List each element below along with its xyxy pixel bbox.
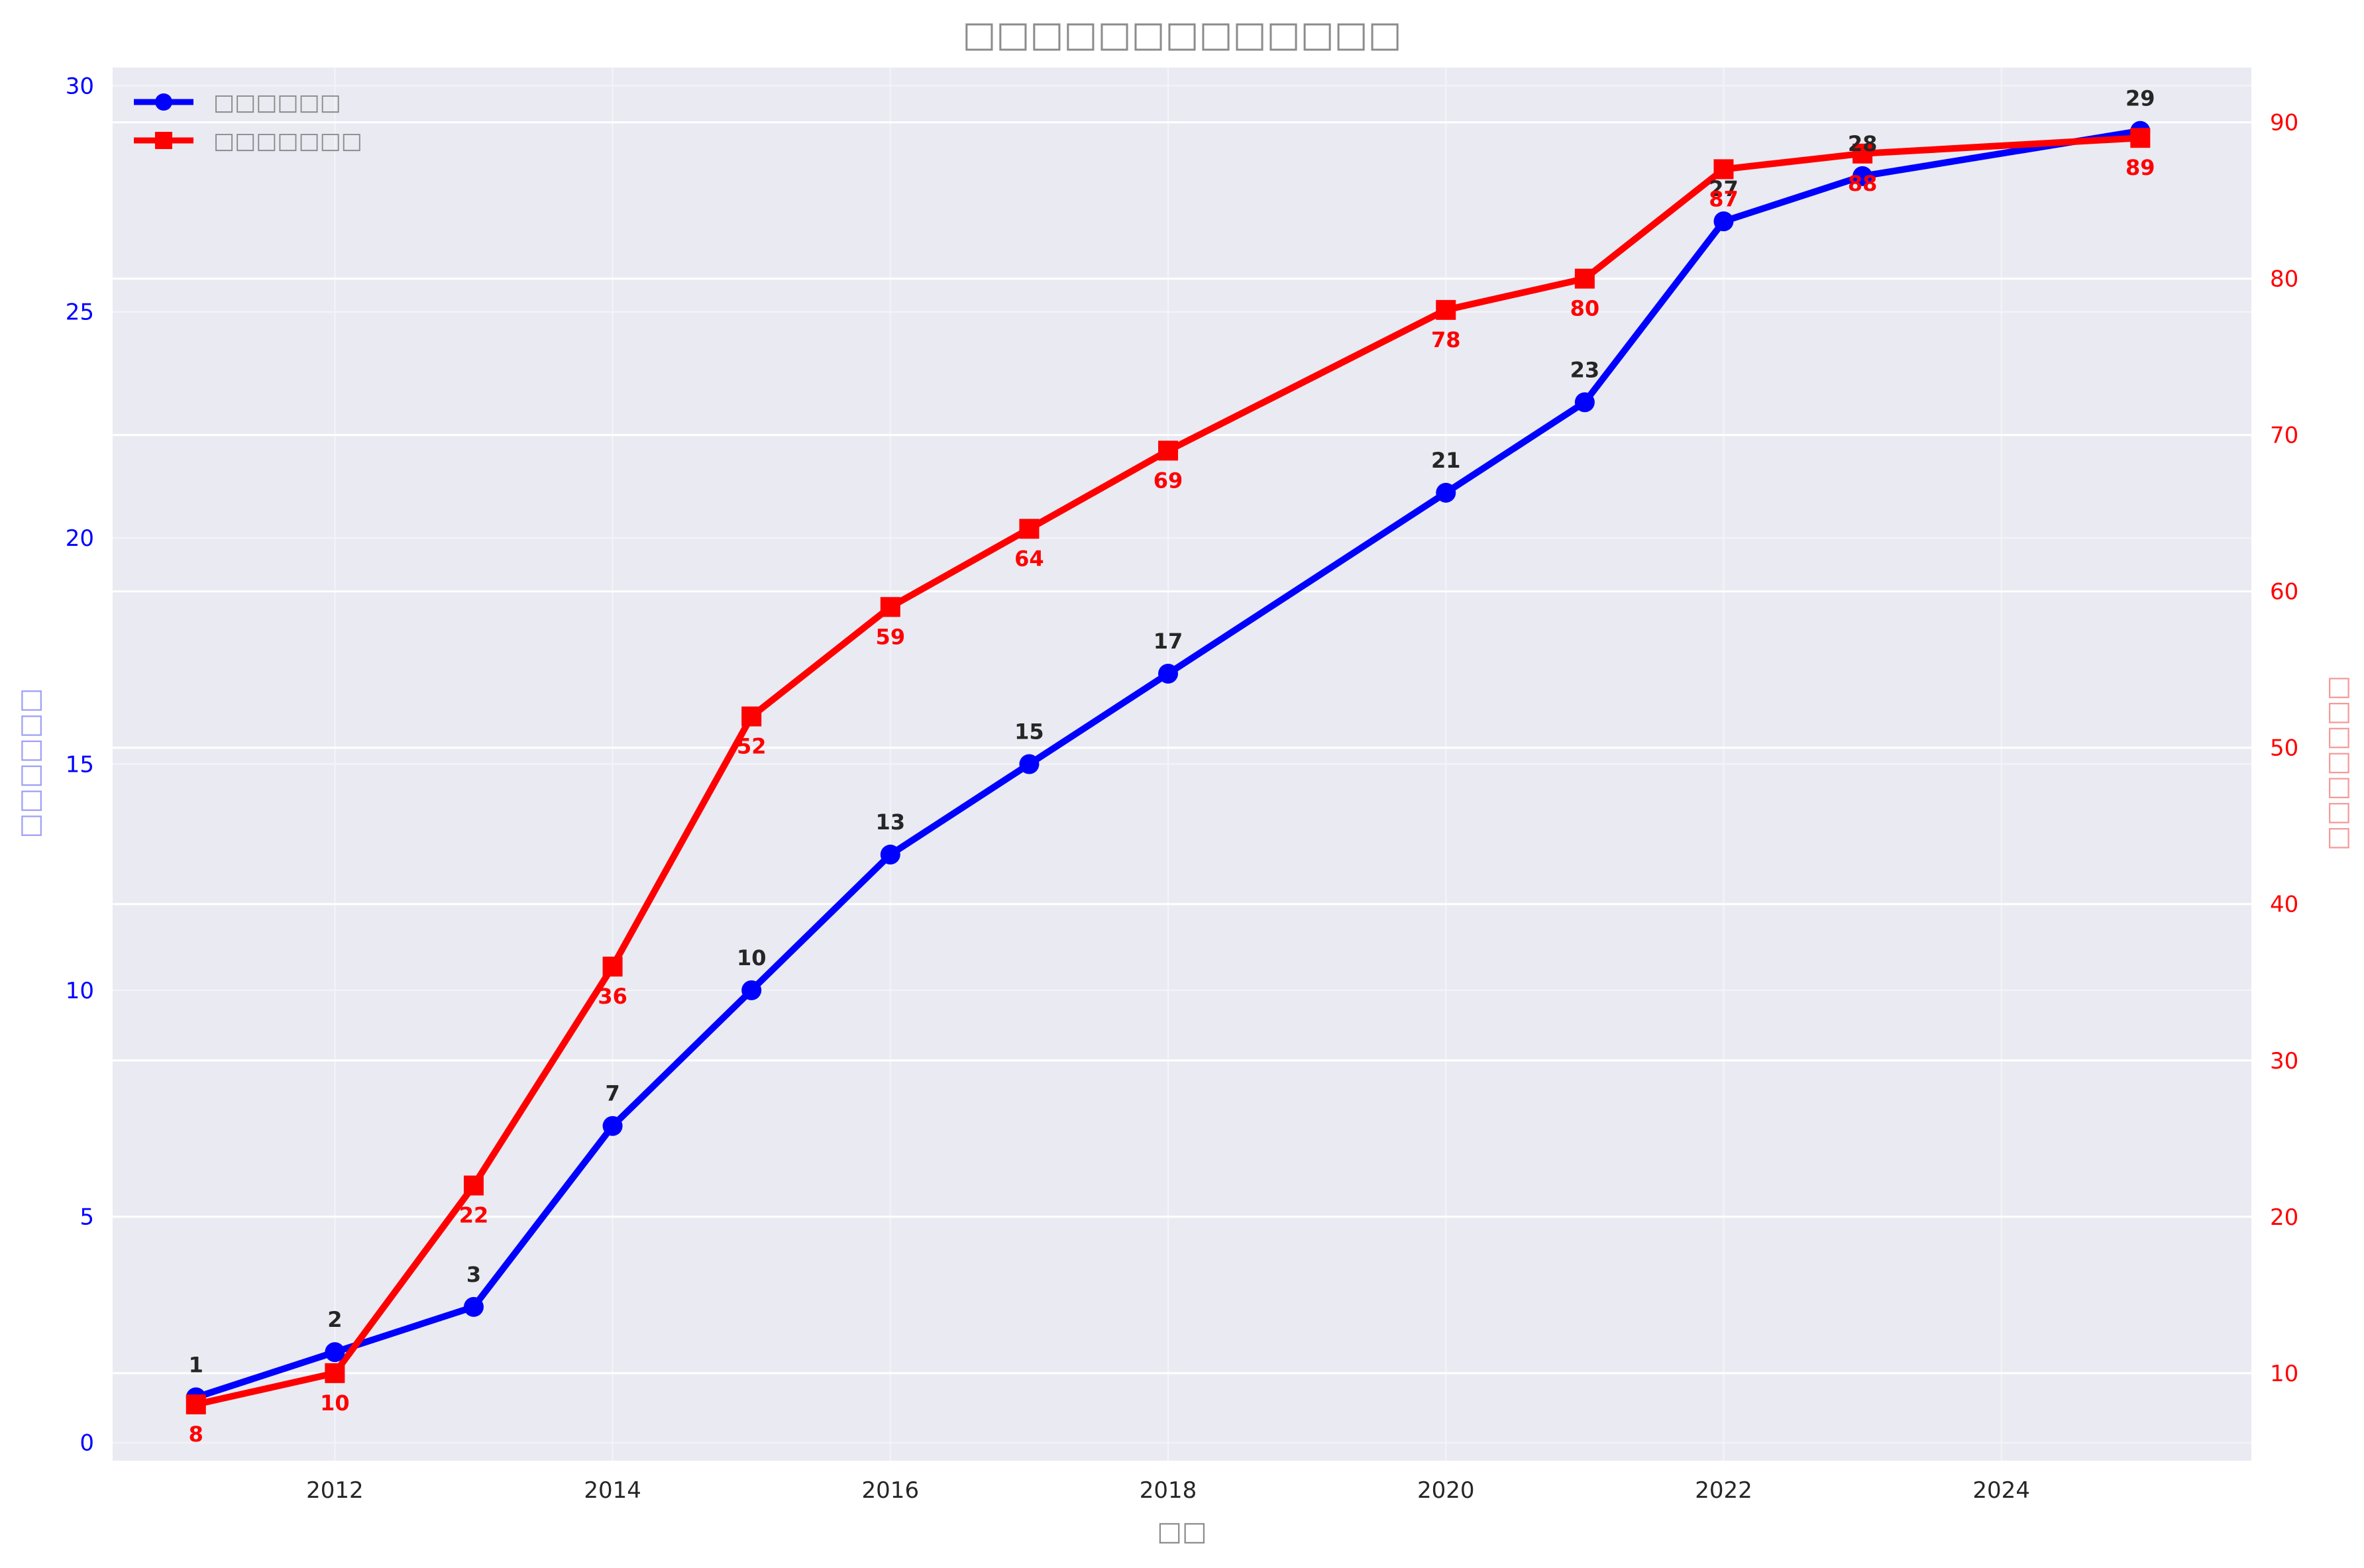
series1-data-label: 15 bbox=[1014, 719, 1044, 745]
series2-point bbox=[1019, 519, 1040, 539]
series2-data-label: 64 bbox=[1014, 546, 1044, 571]
y-left-tick-label: 10 bbox=[66, 978, 94, 1004]
y-right-tick-label: 80 bbox=[2270, 266, 2298, 293]
y-left-tick-label: 0 bbox=[80, 1430, 94, 1457]
series1-data-label: 2 bbox=[327, 1307, 342, 1332]
y-left-tick-label: 30 bbox=[66, 73, 94, 99]
series1-data-label: 28 bbox=[1848, 131, 1878, 156]
series2-point bbox=[463, 1175, 484, 1196]
series2-point bbox=[1158, 441, 1179, 461]
series2-point bbox=[1574, 268, 1595, 289]
series1-data-label: 21 bbox=[1431, 448, 1461, 473]
series1-point bbox=[1713, 211, 1734, 232]
series1-data-label: 3 bbox=[466, 1262, 481, 1287]
legend-label-series2: □□□□□□□ bbox=[213, 128, 362, 154]
series1-data-label: 7 bbox=[605, 1081, 619, 1106]
series1-data-label: 27 bbox=[1709, 176, 1739, 201]
y-right-tick-label: 10 bbox=[2270, 1361, 2298, 1387]
y-axis-left-label: □□□□□□ bbox=[15, 688, 45, 839]
y-right-tick-label: 90 bbox=[2270, 110, 2298, 136]
series2-point bbox=[880, 597, 900, 617]
axis-ticks: 2012 2014 2016 2018 2020 2022 2024051015202530… bbox=[66, 73, 2299, 1504]
series2-data-label: 80 bbox=[1570, 296, 1600, 321]
series2-point bbox=[2130, 128, 2151, 148]
y-right-tick-label: 50 bbox=[2270, 735, 2298, 762]
series2-point bbox=[602, 957, 623, 977]
grid-lines bbox=[113, 68, 2251, 1461]
series2-point bbox=[325, 1363, 345, 1383]
series2-data-label: 87 bbox=[1709, 186, 1739, 211]
x-tick-label: 2018 bbox=[1140, 1477, 1197, 1504]
series2-data-label: 36 bbox=[598, 984, 627, 1009]
series1-point bbox=[1436, 482, 1456, 503]
data-labels: 1237101315172123272829810223652596469788… bbox=[189, 86, 2155, 1447]
series1-point bbox=[741, 980, 762, 1000]
series1-data-label: 17 bbox=[1154, 629, 1183, 654]
series2-data-label: 88 bbox=[1848, 171, 1878, 196]
series1-data-label: 29 bbox=[2125, 86, 2155, 111]
series1-point bbox=[880, 845, 900, 865]
series1-point bbox=[1574, 392, 1595, 413]
x-tick-label: 2016 bbox=[862, 1477, 920, 1504]
x-tick-label: 2014 bbox=[584, 1477, 641, 1504]
series2-point bbox=[186, 1394, 206, 1415]
series2-data-label: 8 bbox=[189, 1422, 203, 1447]
y-axis-right-label: □□□□□□□ bbox=[2326, 676, 2356, 851]
y-right-tick-label: 40 bbox=[2270, 892, 2298, 918]
series2-data-label: 78 bbox=[1431, 327, 1461, 352]
y-left-tick-label: 20 bbox=[66, 525, 94, 552]
y-right-tick-label: 20 bbox=[2270, 1204, 2298, 1231]
series2-point bbox=[1713, 159, 1734, 180]
x-tick-label: 2012 bbox=[306, 1477, 364, 1504]
series1-point bbox=[1853, 166, 1873, 186]
series2-data-label: 52 bbox=[737, 734, 767, 759]
series1-data-label: 1 bbox=[189, 1352, 203, 1377]
series1-point bbox=[325, 1342, 345, 1363]
series1-data-label: 13 bbox=[876, 810, 906, 835]
series2-point bbox=[741, 706, 762, 727]
series1-data-label: 23 bbox=[1570, 357, 1600, 382]
series2-data-label: 10 bbox=[320, 1390, 350, 1416]
series2-point bbox=[1853, 143, 1873, 164]
series1-point bbox=[1019, 754, 1040, 774]
legend: □□□□□□ □□□□□□□ bbox=[134, 89, 362, 154]
series2-data-label: 22 bbox=[459, 1203, 489, 1228]
series1-data-label: 10 bbox=[737, 945, 767, 970]
y-left-tick-label: 5 bbox=[80, 1204, 94, 1230]
x-tick-label: 2022 bbox=[1695, 1477, 1752, 1504]
y-left-tick-label: 15 bbox=[66, 752, 94, 778]
series2-data-label: 69 bbox=[1154, 468, 1183, 493]
y-right-tick-label: 60 bbox=[2270, 579, 2298, 605]
series-markers bbox=[186, 121, 2151, 1415]
x-tick-label: 2024 bbox=[1972, 1477, 2030, 1504]
series1-point bbox=[1158, 663, 1179, 684]
y-left-tick-label: 25 bbox=[66, 299, 94, 326]
series2-data-label: 89 bbox=[2125, 155, 2155, 180]
legend-marker-series1 bbox=[155, 93, 172, 111]
y-right-tick-label: 70 bbox=[2270, 423, 2298, 449]
chart-title: □□□□□□□□□□□□□ bbox=[962, 13, 1401, 55]
x-axis-label: □□ bbox=[1157, 1516, 1207, 1547]
y-right-tick-label: 30 bbox=[2270, 1048, 2298, 1074]
series1-point bbox=[602, 1116, 623, 1136]
legend-label-series1: □□□□□□ bbox=[213, 89, 341, 116]
series1-point bbox=[463, 1296, 484, 1317]
legend-marker-series2 bbox=[155, 132, 172, 149]
series2-data-label: 59 bbox=[876, 624, 906, 649]
series2-point bbox=[1436, 299, 1456, 320]
x-tick-label: 2020 bbox=[1417, 1477, 1475, 1504]
